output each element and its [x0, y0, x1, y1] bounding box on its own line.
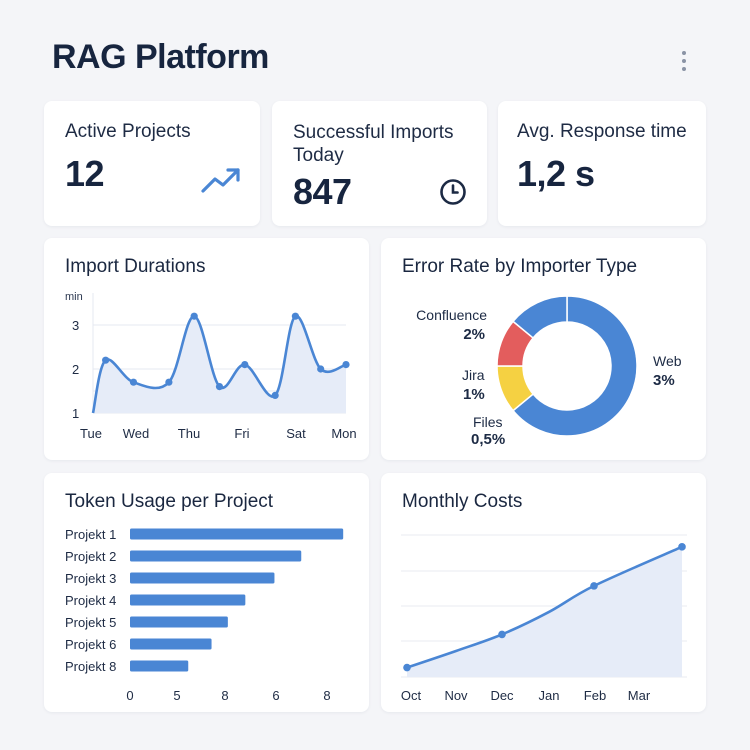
kpi-card-successful-imports: Successful Imports Today 847: [272, 101, 487, 226]
kpi-label: Successful Imports Today: [293, 122, 454, 166]
duration-point: [102, 356, 110, 364]
y-tick-label: 1: [72, 406, 79, 421]
kpi-card-response-time: Avg. Response time 1,2 s: [498, 101, 706, 226]
x-tick-label: 8: [221, 688, 228, 703]
clock-icon: [440, 179, 466, 205]
card-title: Token Usage per Project: [65, 491, 274, 512]
label-name: Web: [653, 353, 682, 369]
duration-point: [271, 391, 279, 399]
duration-point: [291, 312, 299, 320]
bar-category-label: Projekt 1: [65, 527, 116, 542]
x-tick-label: 8: [323, 688, 330, 703]
import-durations-card: Import Durations min 1 2 3 Tue Wed Thu Fri Sat Mo…: [44, 238, 369, 460]
bar-category-label: Projekt 3: [65, 571, 116, 586]
x-tick-label: Jan: [539, 688, 560, 703]
y-tick-label: 3: [72, 318, 79, 333]
monthly-costs-chart: Oct Nov Dec Jan Feb Mar: [401, 534, 687, 703]
x-tick-label: Mon: [331, 426, 356, 441]
bar-category-label: Projekt 4: [65, 593, 116, 608]
cost-line: [406, 545, 683, 669]
donut-slice-confluence: [512, 295, 568, 340]
token-usage-chart: Projekt 1 Projekt 2 Projekt 3 Projekt 4 Proj…: [65, 527, 344, 703]
bar-category-label: Projekt 2: [65, 549, 116, 564]
cost-point: [590, 582, 598, 590]
duration-point: [129, 378, 138, 386]
label-value: 3%: [653, 372, 675, 389]
donut-slice-web: [512, 295, 638, 437]
line-area-fill: [93, 315, 346, 413]
token-bar: [130, 660, 189, 672]
x-tick-label: Thu: [178, 426, 200, 441]
label-name: Files: [473, 414, 503, 430]
x-tick-label: Wed: [123, 426, 150, 441]
duration-point: [165, 378, 173, 386]
token-bar: [130, 638, 212, 650]
bar-category-label: Projekt 6: [65, 637, 116, 652]
x-tick-label: 5: [173, 688, 180, 703]
x-tick-label: Dec: [490, 688, 514, 703]
y-tick-label: 2: [72, 362, 79, 377]
x-tick-label: Feb: [584, 688, 606, 703]
x-tick-label: Sat: [286, 426, 306, 441]
card-title: Error Rate by Importer Type: [402, 256, 638, 277]
duration-point: [317, 365, 325, 373]
x-tick-label: 6: [272, 688, 279, 703]
label-name: Confluence: [416, 307, 487, 323]
token-bar: [130, 594, 246, 606]
duration-point: [190, 312, 198, 320]
trending-up-icon: [201, 168, 240, 193]
legend-label-jira: Jira 1%: [445, 366, 489, 404]
label-value: 1%: [463, 386, 485, 403]
monthly-costs-card: Monthly Costs Oct Nov Dec Jan Feb Mar: [381, 473, 706, 712]
y-axis-unit: min: [65, 291, 83, 303]
x-tick-label: Mar: [628, 688, 651, 703]
more-options-icon[interactable]: [674, 48, 694, 74]
legend-label-confluence: Confluence 2%: [409, 306, 487, 344]
import-durations-chart: min 1 2 3 Tue Wed Thu Fri Sat Mon: [65, 291, 357, 441]
kpi-label: Active Projects: [65, 121, 191, 142]
duration-point: [241, 361, 249, 369]
token-bar: [130, 528, 344, 540]
card-title: Import Durations: [65, 256, 206, 277]
label-name: Jira: [462, 367, 485, 383]
label-value: 2%: [463, 326, 485, 343]
card-title: Monthly Costs: [402, 491, 523, 512]
bar-category-label: Projekt 5: [65, 615, 116, 630]
cost-point: [403, 663, 411, 672]
kpi-value: 847: [293, 171, 352, 212]
bar-category-label: Projekt 8: [65, 659, 116, 674]
token-usage-card: Token Usage per Project Projekt 1 Projekt…: [44, 473, 369, 712]
cost-point: [498, 630, 506, 639]
token-bar: [130, 550, 302, 562]
token-bar: [130, 572, 275, 584]
token-bar: [130, 616, 228, 628]
kpi-value: 1,2 s: [517, 153, 595, 194]
duration-point: [342, 361, 350, 369]
x-tick-label: Tue: [80, 426, 102, 441]
kpi-value: 12: [65, 153, 105, 194]
x-tick-label: Oct: [401, 688, 422, 703]
page-title: RAG Platform: [52, 38, 269, 76]
legend-label-files: Files 0,5%: [471, 414, 506, 448]
cost-area-fill: [407, 546, 682, 677]
cost-point: [678, 543, 686, 551]
duration-point: [215, 383, 224, 391]
x-tick-label: Nov: [444, 688, 468, 703]
error-rate-card: Error Rate by Importer Type Confluence 2…: [381, 238, 706, 460]
kpi-card-active-projects: Active Projects 12: [44, 101, 260, 226]
kpi-label: Avg. Response time: [517, 121, 687, 142]
label-value: 0,5%: [471, 431, 506, 448]
error-rate-chart: [496, 295, 638, 437]
x-tick-label: Fri: [234, 426, 249, 441]
x-tick-label: 0: [126, 688, 133, 703]
legend-label-web: Web 3%: [653, 352, 682, 390]
